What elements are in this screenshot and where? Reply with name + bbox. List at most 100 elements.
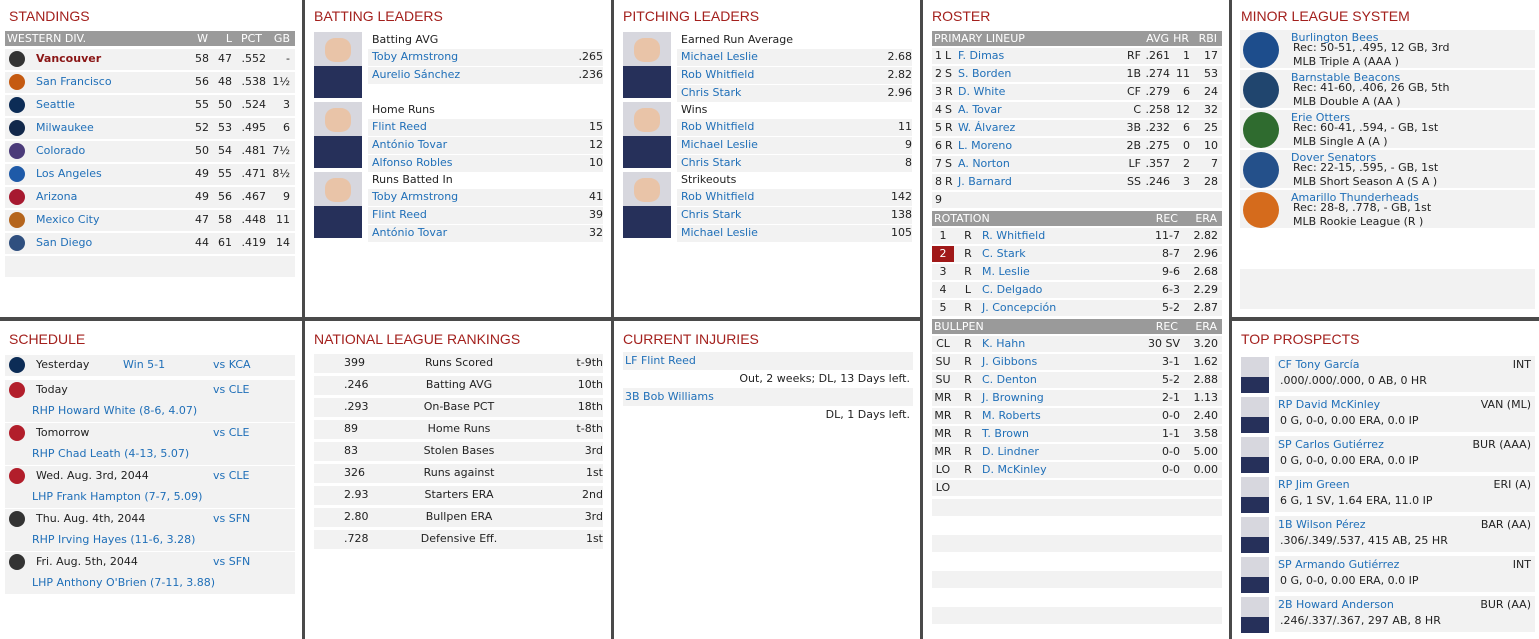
prospect-name[interactable]: RP David McKinley <box>1278 398 1381 411</box>
ranking-value: 399 <box>344 356 365 369</box>
player-name[interactable]: S. Borden <box>958 67 1012 80</box>
probable-pitcher[interactable]: RHP Irving Hayes (11-6, 3.28) <box>32 533 196 546</box>
player-name[interactable]: Chris Stark <box>681 156 742 169</box>
player-name[interactable]: António Tovar <box>372 226 448 239</box>
prospect-name[interactable]: 2B Howard Anderson <box>1278 598 1394 611</box>
ranking-stat: Batting AVG <box>425 378 493 391</box>
lineup-cell: .232 <box>1145 121 1171 134</box>
lineup-cell: 53 <box>1204 67 1218 80</box>
staff-cell: R <box>964 427 972 440</box>
player-name[interactable]: Rob Whitfield <box>681 120 755 133</box>
player-name[interactable]: Rob Whitfield <box>681 190 755 203</box>
player-name[interactable]: Michael Leslie <box>681 50 758 63</box>
player-name[interactable]: Michael Leslie <box>681 138 758 151</box>
team-name[interactable]: San Francisco <box>36 75 112 88</box>
prospect-name[interactable]: SP Armando Gutiérrez <box>1278 558 1400 571</box>
injury-status: Out, 2 weeks; DL, 13 Days left. <box>739 372 910 385</box>
affiliate-name[interactable]: Barnstable Beacons <box>1291 71 1401 84</box>
prospect-name[interactable]: RP Jim Green <box>1278 478 1350 491</box>
player-name[interactable]: Alfonso Robles <box>372 156 453 169</box>
ranking-stat: Starters ERA <box>424 488 494 501</box>
team-name[interactable]: Colorado <box>36 144 86 157</box>
row-bg <box>5 487 295 508</box>
team-name[interactable]: Arizona <box>36 190 78 203</box>
player-name[interactable]: F. Dimas <box>958 49 1005 62</box>
player-name[interactable]: M. Leslie <box>982 265 1030 278</box>
game-opponent[interactable]: vs CLE <box>213 426 250 439</box>
player-name[interactable]: R. Whitfield <box>982 229 1046 242</box>
team-name[interactable]: Mexico City <box>36 213 100 226</box>
prospect-name[interactable]: CF Tony García <box>1278 358 1360 371</box>
player-name[interactable]: Flint Reed <box>372 208 427 221</box>
player-name[interactable]: D. White <box>958 85 1006 98</box>
row-bg <box>677 207 912 224</box>
column-header: ROTATION <box>934 211 990 225</box>
team-logo <box>1243 32 1279 68</box>
player-name[interactable]: J. Barnard <box>958 175 1012 188</box>
player-name[interactable]: J. Browning <box>982 391 1044 404</box>
team-name[interactable]: San Diego <box>36 236 93 249</box>
standing-cell: .481 <box>241 144 267 157</box>
injured-player[interactable]: 3B Bob Williams <box>625 390 714 403</box>
team-name[interactable]: Los Angeles <box>36 167 102 180</box>
affiliate-name[interactable]: Amarillo Thunderheads <box>1291 191 1419 204</box>
game-opponent[interactable]: vs SFN <box>213 512 251 525</box>
affiliate-name[interactable]: Burlington Bees <box>1291 31 1379 44</box>
standing-cell: 6 <box>283 121 290 134</box>
probable-pitcher[interactable]: LHP Frank Hampton (7-7, 5.09) <box>32 490 203 503</box>
probable-pitcher[interactable]: RHP Howard White (8-6, 4.07) <box>32 404 198 417</box>
player-name[interactable]: C. Denton <box>982 373 1037 386</box>
player-name[interactable]: Toby Armstrong <box>372 190 459 203</box>
staff-cell: 8-7 <box>1162 247 1180 260</box>
player-name[interactable]: J. Concepción <box>982 301 1057 314</box>
team-name[interactable]: Seattle <box>36 98 75 111</box>
game-opponent[interactable]: vs CLE <box>213 383 250 396</box>
team-name[interactable]: Milwaukee <box>36 121 94 134</box>
player-name[interactable]: K. Hahn <box>982 337 1026 350</box>
player-name[interactable]: A. Norton <box>958 157 1010 170</box>
game-opponent[interactable]: vs KCA <box>213 358 251 371</box>
prospect-name[interactable]: 1B Wilson Pérez <box>1278 518 1366 531</box>
player-name[interactable]: C. Delgado <box>982 283 1043 296</box>
player-name[interactable]: Chris Stark <box>681 86 742 99</box>
injured-player[interactable]: LF Flint Reed <box>625 354 696 367</box>
player-name[interactable]: T. Brown <box>982 427 1029 440</box>
row-bg <box>368 67 603 84</box>
team-logo <box>9 554 25 570</box>
prospect-name[interactable]: SP Carlos Gutiérrez <box>1278 438 1384 451</box>
player-name[interactable]: Toby Armstrong <box>372 50 459 63</box>
player-name[interactable]: A. Tovar <box>958 103 1002 116</box>
row-bg <box>5 164 295 185</box>
player-name[interactable]: W. Álvarez <box>958 121 1016 134</box>
game-opponent[interactable]: vs SFN <box>213 555 251 568</box>
affiliate-name[interactable]: Erie Otters <box>1291 111 1351 124</box>
section-title: TOP PROSPECTS <box>1241 331 1360 347</box>
row-bg <box>623 352 913 370</box>
player-name[interactable]: J. Gibbons <box>982 355 1038 368</box>
player-name[interactable]: L. Moreno <box>958 139 1013 152</box>
row-bg <box>1240 30 1535 68</box>
game-result[interactable]: Win 5-1 <box>123 358 166 371</box>
section-title: BATTING LEADERS <box>314 8 443 24</box>
player-name[interactable]: Michael Leslie <box>681 226 758 239</box>
ranking-stat: Home Runs <box>427 422 491 435</box>
affiliate-record: Rec: 41-60, .406, 26 GB, 5th <box>1293 81 1450 94</box>
team-name[interactable]: Vancouver <box>36 52 102 65</box>
probable-pitcher[interactable]: RHP Chad Leath (4-13, 5.07) <box>32 447 190 460</box>
player-name[interactable]: Flint Reed <box>372 120 427 133</box>
player-name[interactable]: M. Roberts <box>982 409 1041 422</box>
player-name[interactable]: D. McKinley <box>982 463 1047 476</box>
prospect-team: INT <box>1512 558 1531 571</box>
staff-cell: LO <box>935 481 951 494</box>
player-name[interactable]: C. Stark <box>982 247 1026 260</box>
player-name[interactable]: António Tovar <box>372 138 448 151</box>
probable-pitcher[interactable]: LHP Anthony O'Brien (7-11, 3.88) <box>32 576 216 589</box>
affiliate-name[interactable]: Dover Senators <box>1291 151 1377 164</box>
player-name[interactable]: D. Lindner <box>982 445 1039 458</box>
player-name[interactable]: Chris Stark <box>681 208 742 221</box>
player-name[interactable]: Rob Whitfield <box>681 68 755 81</box>
leader-value: 2.82 <box>887 68 913 81</box>
player-name[interactable]: Aurelio Sánchez <box>372 68 461 81</box>
game-opponent[interactable]: vs CLE <box>213 469 250 482</box>
